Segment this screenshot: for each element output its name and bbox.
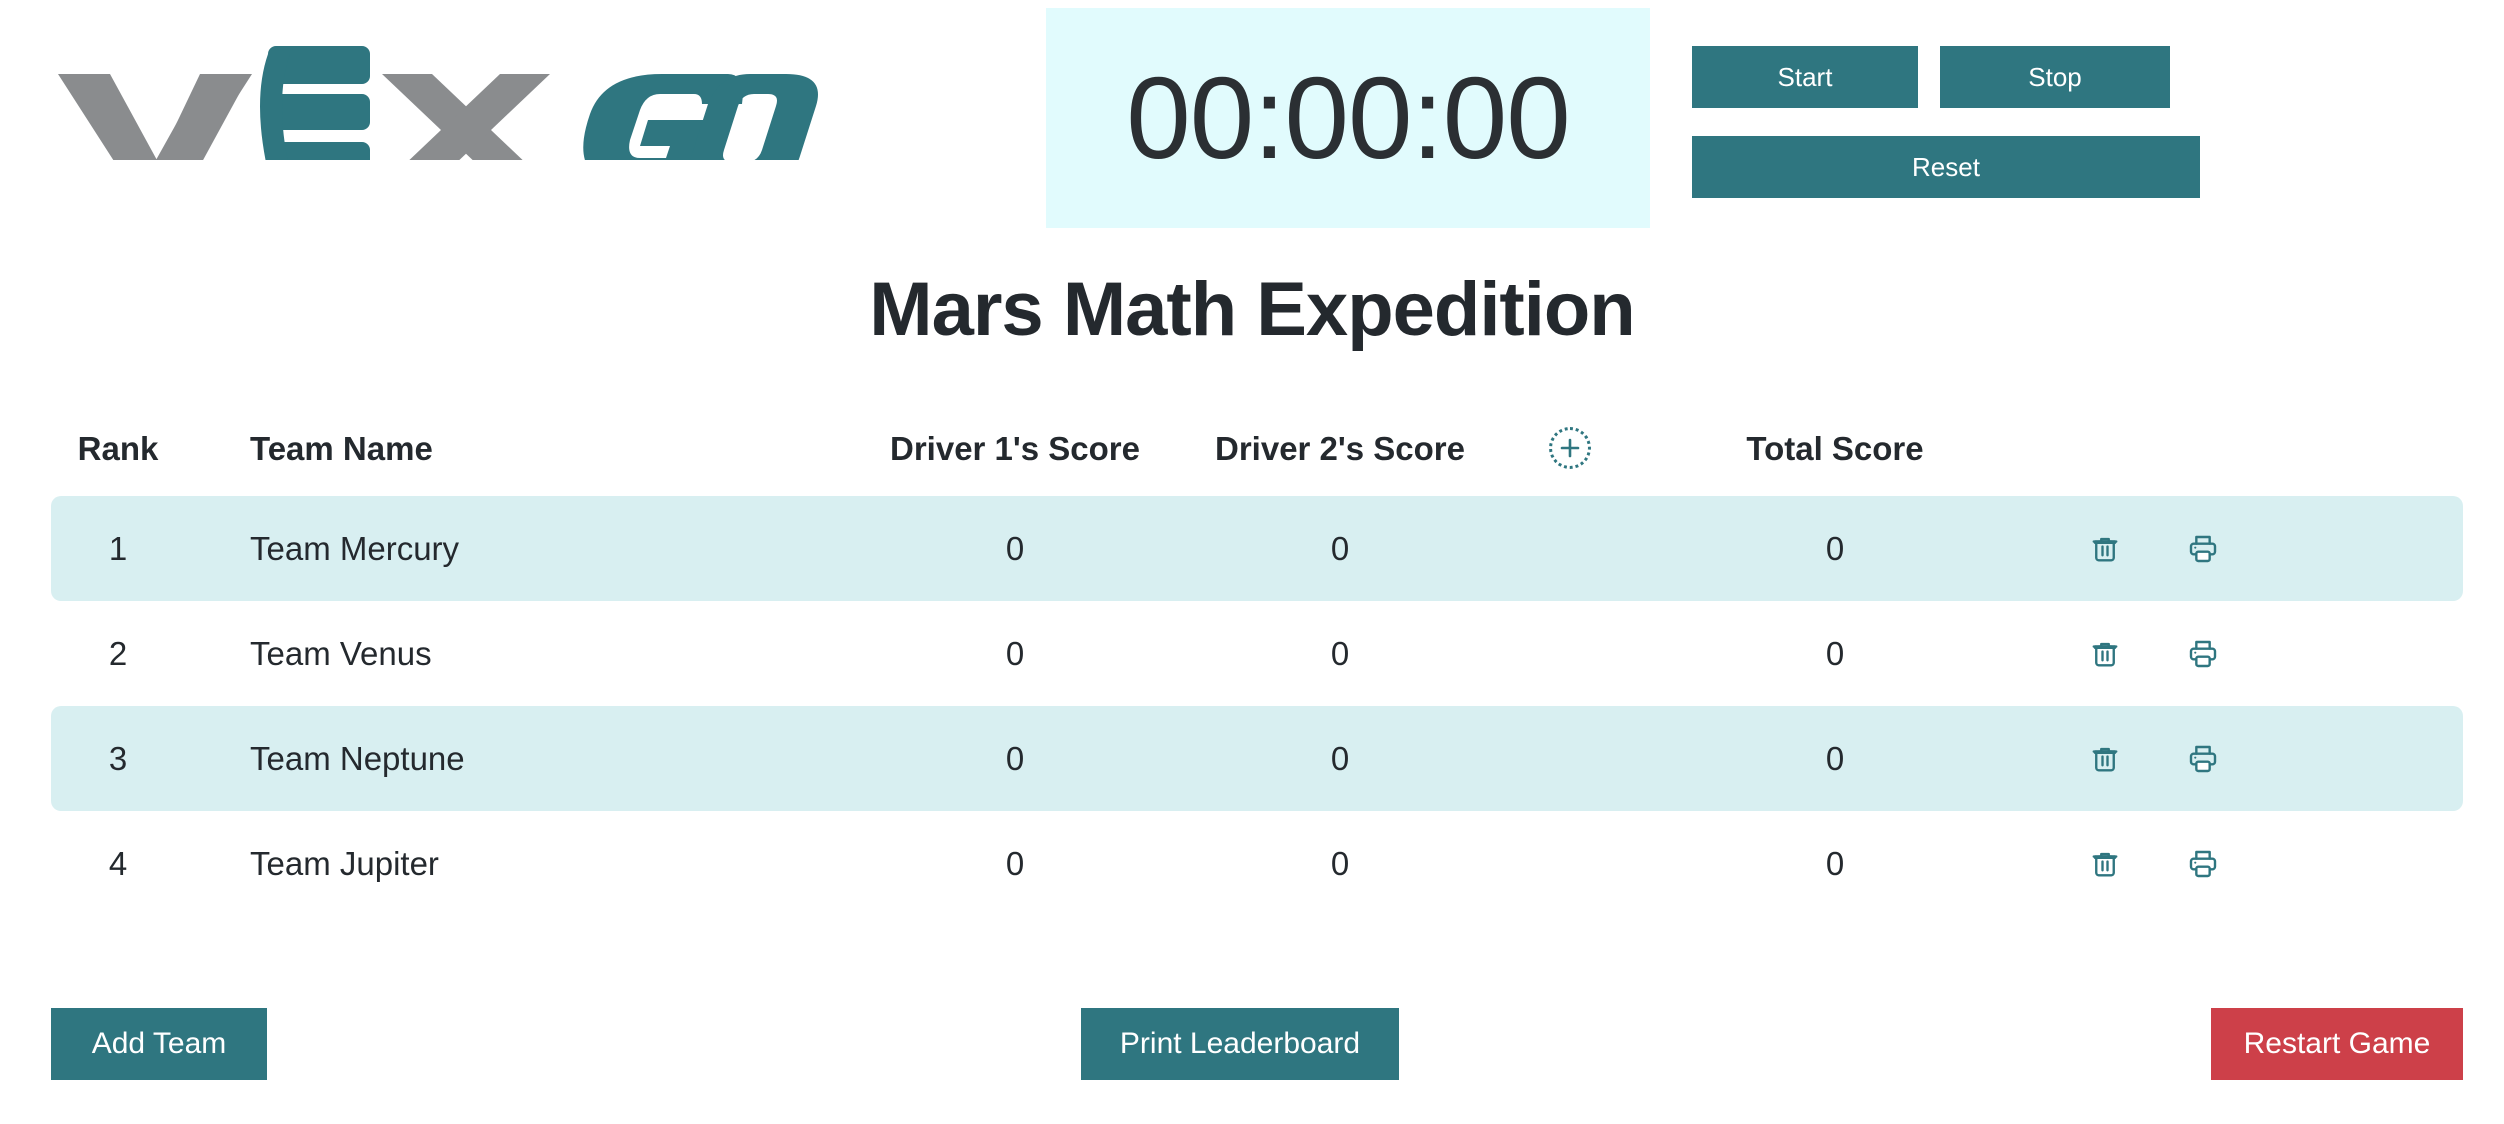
cell-driver1-score[interactable]: 0 <box>1005 635 1025 672</box>
cell-driver2-score[interactable]: 0 <box>1330 530 1350 567</box>
cell-total-score: 0 <box>1825 845 1845 882</box>
add-team-button[interactable]: Add Team <box>51 1008 267 1080</box>
cell-total-score: 0 <box>1825 635 1845 672</box>
table-row: 1 Team Mercury 0 0 0 <box>51 496 2463 601</box>
cell-driver2-score[interactable]: 0 <box>1330 845 1350 882</box>
cell-actions <box>2025 529 2463 569</box>
plus-circle-dotted-icon[interactable] <box>1549 427 1591 469</box>
vex-go-logo <box>52 40 842 160</box>
table-row: 4 Team Jupiter 0 0 0 <box>51 811 2463 916</box>
header-total-score: Total Score <box>1746 429 1924 467</box>
reset-button[interactable]: Reset <box>1692 136 2200 198</box>
cell-actions <box>2025 844 2463 884</box>
timer-value: 00:00:00 <box>1126 53 1571 183</box>
cell-actions <box>2025 634 2463 674</box>
trash-icon[interactable] <box>2087 529 2123 569</box>
cell-rank: 4 <box>108 845 128 882</box>
header-driver1: Driver 1's Score <box>890 429 1140 467</box>
cell-team-name[interactable]: Team Jupiter <box>250 845 439 882</box>
cell-team-name[interactable]: Team Neptune <box>250 740 465 777</box>
table-header-row: Rank Team Name Driver 1's Score Driver 2… <box>51 400 2463 496</box>
page-title: Mars Math Expedition <box>869 267 1635 352</box>
cell-total-score: 0 <box>1825 530 1845 567</box>
printer-icon[interactable] <box>2185 634 2221 674</box>
add-column-cell <box>1495 427 1645 469</box>
timer-controls: Start Stop Reset <box>1692 46 2200 198</box>
cell-driver1-score[interactable]: 0 <box>1005 845 1025 882</box>
timer-display: 00:00:00 <box>1046 8 1650 228</box>
cell-driver1-score[interactable]: 0 <box>1005 530 1025 567</box>
cell-team-name[interactable]: Team Venus <box>250 635 432 672</box>
trash-icon[interactable] <box>2087 844 2123 884</box>
printer-icon[interactable] <box>2185 529 2221 569</box>
table-row: 2 Team Venus 0 0 0 <box>51 601 2463 706</box>
header-team-name: Team Name <box>250 429 433 467</box>
print-leaderboard-button[interactable]: Print Leaderboard <box>1081 1008 1399 1080</box>
cell-actions <box>2025 739 2463 779</box>
table-body: 1 Team Mercury 0 0 0 2 Team Venus 0 0 0 3 Team Nept… <box>51 496 2463 916</box>
cell-rank: 1 <box>108 530 128 567</box>
leaderboard-table: Rank Team Name Driver 1's Score Driver 2… <box>51 400 2463 916</box>
app-header: 00:00:00 Start Stop Reset <box>0 0 2504 232</box>
cell-team-name[interactable]: Team Mercury <box>250 530 460 567</box>
printer-icon[interactable] <box>2185 844 2221 884</box>
printer-icon[interactable] <box>2185 739 2221 779</box>
cell-driver2-score[interactable]: 0 <box>1330 740 1350 777</box>
footer-actions: Add Team Print Leaderboard Restart Game <box>0 1008 2504 1088</box>
cell-rank: 3 <box>108 740 128 777</box>
cell-total-score: 0 <box>1825 740 1845 777</box>
header-driver2: Driver 2's Score <box>1215 429 1465 467</box>
start-button[interactable]: Start <box>1692 46 1918 108</box>
table-row: 3 Team Neptune 0 0 0 <box>51 706 2463 811</box>
header-rank: Rank <box>77 429 159 467</box>
trash-icon[interactable] <box>2087 634 2123 674</box>
cell-rank: 2 <box>108 635 128 672</box>
cell-driver2-score[interactable]: 0 <box>1330 635 1350 672</box>
trash-icon[interactable] <box>2087 739 2123 779</box>
cell-driver1-score[interactable]: 0 <box>1005 740 1025 777</box>
restart-game-button[interactable]: Restart Game <box>2211 1008 2463 1080</box>
stop-button[interactable]: Stop <box>1940 46 2170 108</box>
